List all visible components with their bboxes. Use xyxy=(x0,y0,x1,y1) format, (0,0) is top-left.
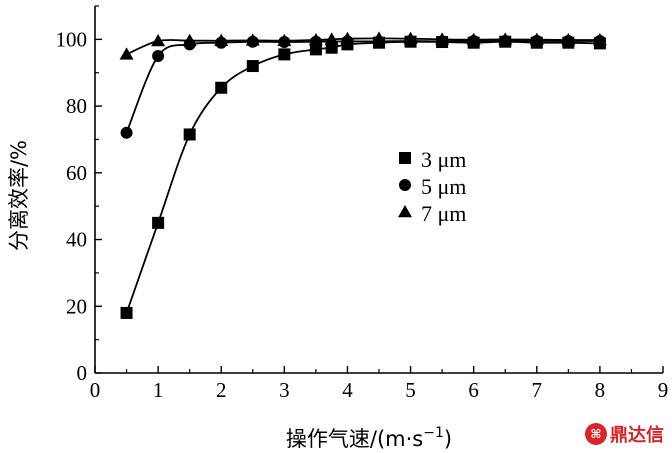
marker-square xyxy=(215,81,228,94)
x-tick-label: 5 xyxy=(405,378,416,402)
legend: 3 μm5 μm7 μm xyxy=(398,147,466,226)
y-axis-title: 分离效率/% xyxy=(7,140,31,251)
marker-square xyxy=(120,306,133,319)
marker-square xyxy=(399,152,411,164)
axes: 0 1 2 3 4 5 6 7 8 9 0 20 40 60 80 100 xyxy=(56,5,669,402)
series-line xyxy=(125,40,600,314)
legend-item: 3 μm xyxy=(399,147,466,172)
x-tick-label: 3 xyxy=(279,378,290,402)
marker-triangle xyxy=(277,33,292,46)
watermark-logo-icon: ⌘ xyxy=(585,423,607,445)
marker-triangle xyxy=(561,33,576,46)
marker-triangle xyxy=(498,32,513,45)
plot-area xyxy=(119,31,607,319)
legend-item: 7 μm xyxy=(398,201,466,226)
marker-circle xyxy=(399,179,411,191)
marker-triangle xyxy=(119,47,134,60)
marker-triangle xyxy=(245,33,260,46)
series-line xyxy=(125,40,600,134)
y-tick-label: 0 xyxy=(77,361,88,385)
y-tick-label: 80 xyxy=(66,94,87,118)
marker-triangle xyxy=(466,32,481,45)
series-square xyxy=(120,35,606,319)
y-tick-label: 100 xyxy=(56,27,88,51)
marker-square xyxy=(325,41,338,54)
marker-square xyxy=(278,48,291,61)
marker-triangle xyxy=(592,33,607,46)
marker-triangle xyxy=(529,32,544,45)
legend-label: 3 μm xyxy=(421,147,466,172)
marker-triangle xyxy=(372,31,386,44)
x-tick-label: 4 xyxy=(342,378,353,402)
x-tick-label: 1 xyxy=(153,378,164,402)
x-tick-label: 9 xyxy=(658,378,669,402)
legend-item: 5 μm xyxy=(399,174,466,199)
series-triangle xyxy=(119,31,607,60)
x-tick-label: 8 xyxy=(595,378,606,402)
x-tick-label: 7 xyxy=(532,378,543,402)
marker-triangle xyxy=(324,32,339,45)
legend-label: 7 μm xyxy=(421,201,466,226)
marker-square xyxy=(152,216,165,229)
y-tick-label: 20 xyxy=(66,294,87,318)
x-tick-label: 6 xyxy=(468,378,479,402)
x-axis-title: 操作气速/(m·s−1) xyxy=(286,425,452,451)
watermark-text: 鼎达信 xyxy=(610,425,664,446)
legend-label: 5 μm xyxy=(421,174,466,199)
marker-triangle xyxy=(340,31,355,44)
x-tick-label: 0 xyxy=(90,378,101,402)
x-tick-label: 2 xyxy=(216,378,227,402)
marker-triangle xyxy=(151,34,166,47)
marker-triangle xyxy=(182,33,197,46)
marker-circle xyxy=(152,50,165,63)
y-tick-label: 60 xyxy=(66,161,87,185)
marker-triangle xyxy=(403,31,418,44)
marker-triangle xyxy=(308,33,323,46)
marker-circle xyxy=(120,126,133,139)
marker-square xyxy=(246,60,259,73)
series-circle xyxy=(120,35,606,139)
watermark: ⌘ 鼎达信 xyxy=(585,421,664,447)
y-tick-label: 40 xyxy=(66,228,87,252)
marker-triangle xyxy=(214,33,229,46)
marker-square xyxy=(183,128,196,141)
marker-triangle xyxy=(435,32,450,45)
marker-triangle xyxy=(398,205,412,218)
